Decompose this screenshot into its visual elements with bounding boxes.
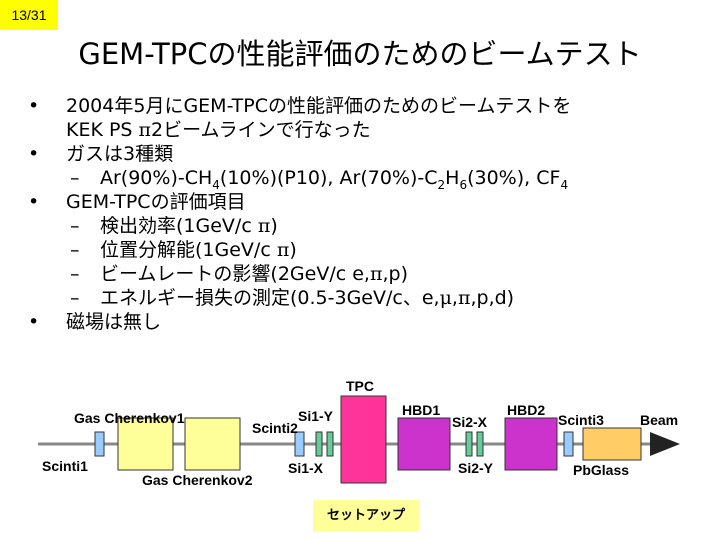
slide-title: GEM-TPCの性能評価のためのビームテスト	[78, 37, 642, 71]
scinti3-label: Scinti3	[558, 412, 604, 428]
pi-symbol: π	[457, 287, 471, 309]
beam-label: Beam	[640, 412, 679, 428]
bullet-2-text: ガスは3種類	[66, 143, 174, 165]
item-text: 位置分解能(1GeV/c	[100, 239, 277, 261]
hbd1-box	[397, 417, 451, 471]
gas-text-3: H	[445, 167, 460, 189]
bullet-4-text: 磁場は無し	[66, 311, 162, 333]
dash-mark: –	[70, 167, 80, 189]
dash-mark: –	[70, 215, 80, 237]
subscript: 6	[459, 177, 468, 192]
scinti1-label: Scinti1	[42, 458, 88, 474]
si1-x-label: Si1-X	[288, 460, 324, 476]
bullet-1-line-1: • 2004年5月にGEM-TPCの性能評価のためのビームテストを	[28, 94, 708, 118]
pbglass-label: PbGlass	[573, 462, 630, 478]
gas-cherenkov1-label: Gas Cherenkov1	[74, 410, 185, 426]
bullet-4: • 磁場は無し	[28, 310, 708, 334]
gas-cherenkov2-box	[184, 417, 241, 471]
gas-cherenkov1-box	[117, 417, 174, 471]
bullet-3-sub-3: – ビームレートの影響(2GeV/c e,π,p)	[28, 262, 708, 286]
pi-symbol: π	[257, 215, 271, 237]
item-text: )	[289, 239, 297, 261]
bullet-2: • ガスは3種類	[28, 142, 708, 166]
bullet-mark: •	[28, 191, 40, 213]
pi-symbol: π	[276, 239, 290, 261]
item-text: ビームレートの影響(2GeV/c e,	[100, 263, 370, 285]
gas-cherenkov2-label: Gas Cherenkov2	[142, 472, 253, 488]
bullet-3-sub-1: – 検出効率(1GeV/c π)	[28, 214, 708, 238]
subscript: 4	[212, 177, 220, 192]
hbd2-box	[504, 417, 558, 471]
bullet-3: • GEM-TPCの評価項目	[28, 190, 708, 214]
bullet-mark: •	[28, 95, 40, 117]
bullet-1-text-b: 2ビームラインで行なった	[151, 119, 371, 141]
si2-y-box	[476, 431, 484, 457]
setup-button[interactable]: セットアップ	[313, 500, 419, 532]
hbd2-label: HBD2	[507, 402, 546, 418]
item-text: 検出効率(1GeV/c	[100, 215, 258, 237]
item-text: ,	[451, 287, 458, 309]
beam-setup-diagram: TPC Gas Cherenkov1 Gas Cherenkov2 Scinti…	[0, 370, 720, 510]
si1-x-box	[326, 431, 334, 457]
tpc-label: TPC	[346, 378, 374, 394]
scinti1-box	[94, 431, 105, 457]
bullet-1-text: 2004年5月にGEM-TPCの性能評価のためのビームテストを	[66, 95, 572, 117]
item-text: )	[270, 215, 278, 237]
mu-symbol: μ	[439, 287, 452, 309]
dash-mark: –	[70, 263, 80, 285]
gas-text-4: (30%), CF	[467, 167, 561, 189]
bullet-mark: •	[28, 311, 40, 333]
tpc-box	[340, 395, 387, 484]
dash-mark: –	[70, 287, 80, 309]
bullet-3-sub-2: – 位置分解能(1GeV/c π)	[28, 238, 708, 262]
gas-text-1: Ar(90%)-CH	[100, 167, 213, 189]
pi-symbol: π	[138, 119, 152, 141]
setup-drawing	[38, 395, 680, 484]
bullet-1-line-2: KEK PS π2ビームラインで行なった	[28, 118, 708, 142]
bullet-mark: •	[28, 143, 40, 165]
beam-arrow-icon	[650, 432, 680, 456]
si1-y-label: Si1-Y	[298, 408, 334, 424]
item-text: ,p,d)	[470, 287, 515, 309]
si2-x-label: Si2-X	[452, 414, 488, 430]
item-text: エネルギー損失の測定(0.5-3GeV/c、e,	[100, 287, 440, 309]
pi-symbol: π	[369, 263, 383, 285]
subscript: 2	[437, 177, 446, 192]
dash-mark: –	[70, 239, 80, 261]
scinti2-box	[294, 431, 305, 457]
scinti3-box	[563, 431, 574, 457]
bullet-2-sub-1: – Ar(90%)-CH4(10%)(P10), Ar(70%)-C2H6(30…	[28, 166, 708, 192]
scinti2-label: Scinti2	[252, 420, 298, 436]
hbd1-label: HBD1	[402, 402, 441, 418]
bullet-3-text: GEM-TPCの評価項目	[66, 191, 246, 213]
bullet-3-sub-4: – エネルギー損失の測定(0.5-3GeV/c、e,μ,π,p,d)	[28, 286, 708, 310]
item-text: ,p)	[382, 263, 408, 285]
pbglass-box	[582, 427, 642, 461]
si1-y-box	[315, 431, 323, 457]
subscript: 4	[560, 177, 569, 192]
si2-y-label: Si2-Y	[458, 460, 494, 476]
bullet-list: • 2004年5月にGEM-TPCの性能評価のためのビームテストを KEK PS…	[28, 94, 708, 334]
gas-text-2: (10%)(P10), Ar(70%)-C	[219, 167, 438, 189]
si2-x-box	[465, 431, 473, 457]
bullet-1-text-a: KEK PS	[66, 119, 139, 141]
page-number: 13/31	[0, 0, 58, 30]
